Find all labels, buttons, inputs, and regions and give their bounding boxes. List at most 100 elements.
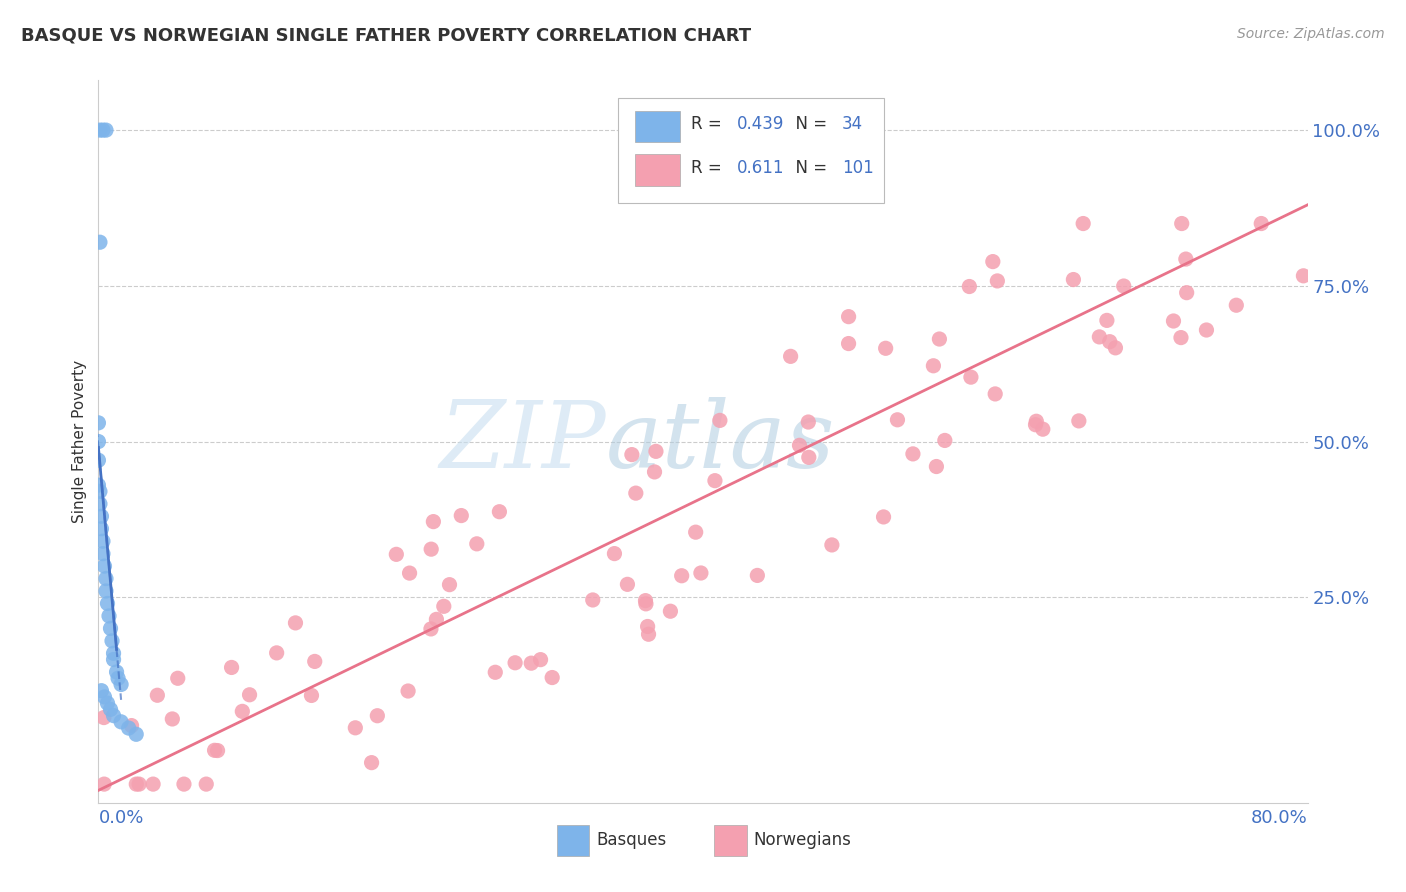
Point [439,577,461,591]
Point [624,486,647,500]
FancyBboxPatch shape [636,111,681,143]
Text: N =: N = [785,115,832,133]
Point [103,708,125,723]
FancyBboxPatch shape [619,98,884,203]
Point [797,450,820,465]
Point [1292,268,1315,283]
FancyBboxPatch shape [636,154,681,186]
FancyBboxPatch shape [714,825,747,855]
Point [1088,330,1111,344]
Text: 0.611: 0.611 [737,160,785,178]
Point [103,646,125,660]
Point [91,547,114,561]
Point [1024,417,1046,432]
Point [87,434,110,449]
Point [634,597,657,611]
Point [366,708,388,723]
Point [94,584,117,599]
Point [984,387,1007,401]
Point [125,727,148,741]
Point [1225,298,1247,312]
Point [420,542,443,557]
Point [93,777,115,791]
Point [87,478,110,492]
Point [87,416,110,430]
Text: Norwegians: Norwegians [754,831,852,849]
Point [1067,414,1090,428]
Text: R =: R = [690,160,733,178]
Point [620,448,643,462]
Text: 34: 34 [842,115,863,133]
Point [162,712,184,726]
Point [875,341,897,355]
Point [1305,226,1327,240]
Point [685,525,707,540]
Point [616,577,638,591]
Point [284,615,307,630]
Point [422,515,444,529]
Point [981,254,1004,268]
Point [925,459,948,474]
Point [93,690,115,704]
Point [709,413,731,427]
Point [93,710,115,724]
Point [207,743,229,757]
Point [645,444,668,458]
Point [142,777,165,791]
Point [703,474,725,488]
Point [100,702,122,716]
Point [96,696,118,710]
Point [89,497,111,511]
FancyBboxPatch shape [557,825,589,855]
Point [91,123,114,137]
Point [986,274,1008,288]
Point [838,336,860,351]
Point [644,465,666,479]
Point [637,627,659,641]
Point [107,671,129,685]
Point [637,619,659,633]
Point [1195,323,1218,337]
Point [93,559,115,574]
Point [603,547,626,561]
Point [901,447,924,461]
Point [204,743,226,757]
Point [100,621,122,635]
Point [96,597,118,611]
Point [101,633,124,648]
Point [503,656,526,670]
Point [934,434,956,448]
Point [821,538,844,552]
Point [94,572,117,586]
Point [450,508,472,523]
Text: N =: N = [785,160,832,178]
Point [266,646,288,660]
Text: ZIP: ZIP [440,397,606,486]
Point [89,484,111,499]
Point [103,652,125,666]
Text: 0.439: 0.439 [737,115,785,133]
Point [1250,217,1272,231]
Point [541,671,564,685]
Point [1071,217,1094,231]
Y-axis label: Single Father Poverty: Single Father Poverty [72,360,87,523]
Point [128,777,150,791]
Point [690,566,713,580]
Text: atlas: atlas [606,397,835,486]
Point [1174,252,1197,266]
Point [105,665,128,679]
Point [838,310,860,324]
Text: R =: R = [690,115,727,133]
Point [118,721,141,735]
Point [125,777,148,791]
Point [173,777,195,791]
Point [1112,279,1135,293]
Point [872,510,894,524]
Point [166,671,188,685]
Point [484,665,506,680]
Text: Basques: Basques [596,831,666,849]
Point [957,279,980,293]
Point [747,568,769,582]
Point [922,359,945,373]
Point [1032,422,1054,436]
